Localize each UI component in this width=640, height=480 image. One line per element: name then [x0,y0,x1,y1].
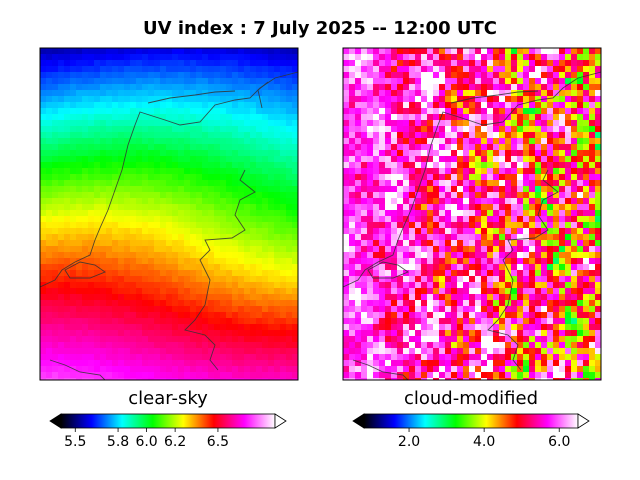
cloud-modified-colorbar: 2.0 4.0 6.0 [352,413,590,450]
figure-title: UV index : 7 July 2025 -- 12:00 UTC [143,18,497,39]
cloud-modified-colorbar-tick-label: 6.0 [548,434,570,450]
cloud-modified-label: cloud-modified [404,388,538,409]
cloud-modified-coastline [343,71,601,380]
clear-sky-label: clear-sky [128,388,208,409]
clear-sky-colorbar-max-extend [274,413,287,429]
cloud-modified-colorbar-max-extend [577,413,590,429]
clear-sky-uv-field [40,48,298,380]
clear-sky-colorbar-body [60,413,276,429]
clear-sky-colorbar-min-extend [49,413,62,429]
clear-sky-colorbar-tick-label: 6.5 [207,434,229,450]
cloud-modified-uv-field [343,48,601,380]
cloud-modified-colorbar-tick-label: 2.0 [398,434,420,450]
cloud-modified-colorbar-tick-label: 4.0 [473,434,495,450]
clear-sky-colorbar-tick-label: 6.0 [135,434,157,450]
clear-sky-colorbar-tick-label: 6.2 [164,434,186,450]
clear-sky-colorbar-tick-label: 5.8 [107,434,129,450]
cloud-modified-colorbar-min-extend [352,413,365,429]
clear-sky-colorbar-tick-label: 5.5 [64,434,86,450]
clear-sky-panel: clear-sky 5.5 5.8 6.0 6.2 6.5 [39,47,299,450]
cloud-modified-frame [342,47,602,381]
cloud-modified-colorbar-body [363,413,579,429]
cloud-modified-panel: cloud-modified 2.0 4.0 6.0 [342,47,602,450]
clear-sky-coastline [40,71,298,380]
clear-sky-colorbar: 5.5 5.8 6.0 6.2 6.5 [49,413,287,450]
clear-sky-frame [39,47,299,381]
